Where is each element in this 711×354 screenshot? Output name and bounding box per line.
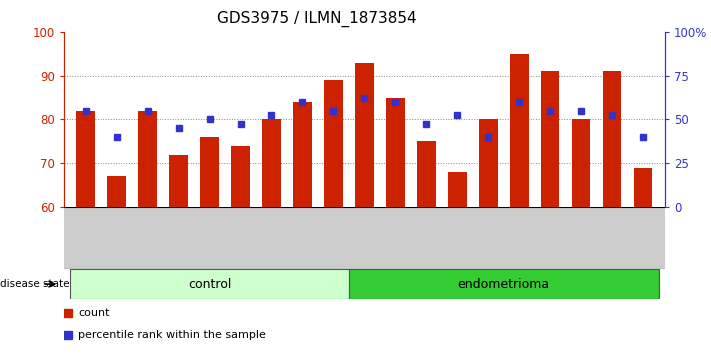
Text: disease state: disease state <box>0 279 70 289</box>
Bar <box>324 80 343 207</box>
Bar <box>107 176 126 207</box>
Text: GDS3975 / ILMN_1873854: GDS3975 / ILMN_1873854 <box>217 11 416 27</box>
Bar <box>293 102 311 207</box>
Bar <box>231 146 250 207</box>
Bar <box>169 154 188 207</box>
Bar <box>634 168 653 207</box>
Bar <box>201 137 219 207</box>
Bar <box>417 141 436 207</box>
Bar <box>448 172 466 207</box>
Bar <box>541 71 560 207</box>
Bar <box>572 120 590 207</box>
Text: count: count <box>78 308 110 318</box>
Bar <box>510 54 528 207</box>
Bar <box>70 269 349 299</box>
Bar <box>355 63 374 207</box>
Bar <box>262 120 281 207</box>
Bar <box>349 269 658 299</box>
Bar <box>603 71 621 207</box>
Bar <box>386 98 405 207</box>
Text: endometrioma: endometrioma <box>458 278 550 291</box>
Bar <box>76 111 95 207</box>
Text: control: control <box>188 278 231 291</box>
Bar <box>139 111 157 207</box>
Bar <box>479 120 498 207</box>
Text: percentile rank within the sample: percentile rank within the sample <box>78 330 267 339</box>
